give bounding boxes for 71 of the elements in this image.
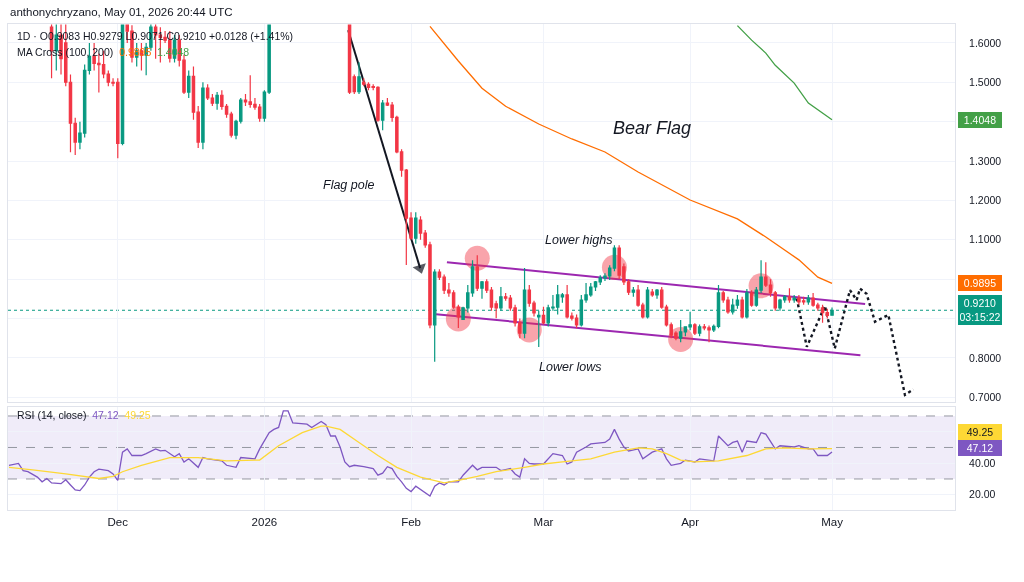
candlestick bbox=[480, 280, 484, 300]
candlestick bbox=[404, 168, 409, 266]
x-tick-label: Dec bbox=[107, 515, 129, 528]
candlestick bbox=[825, 308, 830, 320]
text: 47.12 bbox=[966, 442, 994, 454]
candlestick bbox=[574, 313, 579, 329]
candlestick bbox=[707, 325, 711, 343]
annotation: Lower lows bbox=[539, 360, 602, 374]
chart-title: anthonychryzano, May 01, 2026 20:44 UTC bbox=[10, 6, 233, 18]
x-tick-label: May bbox=[821, 515, 844, 528]
candlestick bbox=[820, 304, 825, 324]
line-series bbox=[8, 410, 833, 497]
point bbox=[464, 245, 490, 271]
candlestick bbox=[797, 294, 801, 306]
y-tick-label: 1.1000 bbox=[969, 233, 1002, 246]
candlestick bbox=[357, 61, 361, 95]
y-tick-label: 1.2000 bbox=[969, 194, 1002, 207]
candlestick bbox=[787, 287, 792, 304]
candlestick bbox=[201, 81, 205, 150]
candlestick bbox=[655, 288, 659, 300]
candlestick bbox=[745, 288, 749, 320]
y-tick-label: 0.8000 bbox=[969, 351, 1002, 364]
annotation: 49.25 bbox=[124, 409, 151, 421]
annotation: 47.12 bbox=[92, 409, 119, 421]
candlestick bbox=[560, 292, 565, 304]
candlestick bbox=[186, 69, 191, 99]
candlestick bbox=[456, 304, 461, 329]
x-tick-label: 2026 bbox=[251, 515, 278, 528]
candlestick bbox=[205, 83, 210, 101]
legend-title: RSI (14, close) bbox=[17, 409, 87, 421]
text: 1.4048 bbox=[963, 114, 996, 126]
candlestick bbox=[631, 286, 636, 298]
annotation: Bear Flag bbox=[613, 118, 692, 138]
y-tick-label: 0.7000 bbox=[969, 390, 1002, 403]
candlestick bbox=[749, 289, 754, 308]
candlestick bbox=[106, 69, 111, 87]
candlestick bbox=[475, 254, 480, 292]
candlestick bbox=[740, 296, 744, 320]
line-series bbox=[736, 24, 833, 121]
candlestick bbox=[541, 306, 546, 326]
candlestick bbox=[503, 292, 508, 302]
candlestick bbox=[210, 93, 215, 107]
candlestick bbox=[650, 288, 655, 298]
y-tick-label: 1.6000 bbox=[969, 36, 1002, 49]
candlestick bbox=[693, 322, 697, 336]
y-tick-label: 20.00 bbox=[969, 488, 996, 501]
candlestick bbox=[697, 323, 702, 337]
x-tick-label: Apr bbox=[681, 515, 700, 528]
candlestick bbox=[801, 296, 806, 306]
annotation: 0.9895 bbox=[119, 46, 152, 58]
y-tick-label: 40.00 bbox=[969, 456, 996, 469]
line-series bbox=[8, 425, 833, 484]
text: 49.25 bbox=[966, 426, 994, 438]
y-tick-label: 1.5000 bbox=[969, 75, 1002, 88]
candlestick bbox=[678, 319, 683, 343]
candlestick bbox=[380, 99, 385, 131]
candlestick bbox=[792, 294, 796, 304]
annotation: Flag pole bbox=[323, 178, 375, 192]
candlestick bbox=[414, 211, 418, 245]
candlestick bbox=[432, 268, 437, 363]
candlestick bbox=[361, 77, 366, 87]
candlestick bbox=[215, 91, 219, 111]
candlestick bbox=[830, 306, 834, 317]
candlestick bbox=[806, 294, 811, 306]
x-tick-label: Feb bbox=[401, 515, 421, 528]
y-tick-label: 1.3000 bbox=[969, 154, 1002, 167]
annotation: Lower highs bbox=[545, 233, 613, 247]
x-tick-label: Mar bbox=[533, 515, 554, 528]
text: 0.9895 bbox=[963, 277, 996, 289]
ref-line-label: 0.9210 03:15:22 bbox=[959, 297, 1001, 323]
line-series bbox=[429, 25, 833, 284]
